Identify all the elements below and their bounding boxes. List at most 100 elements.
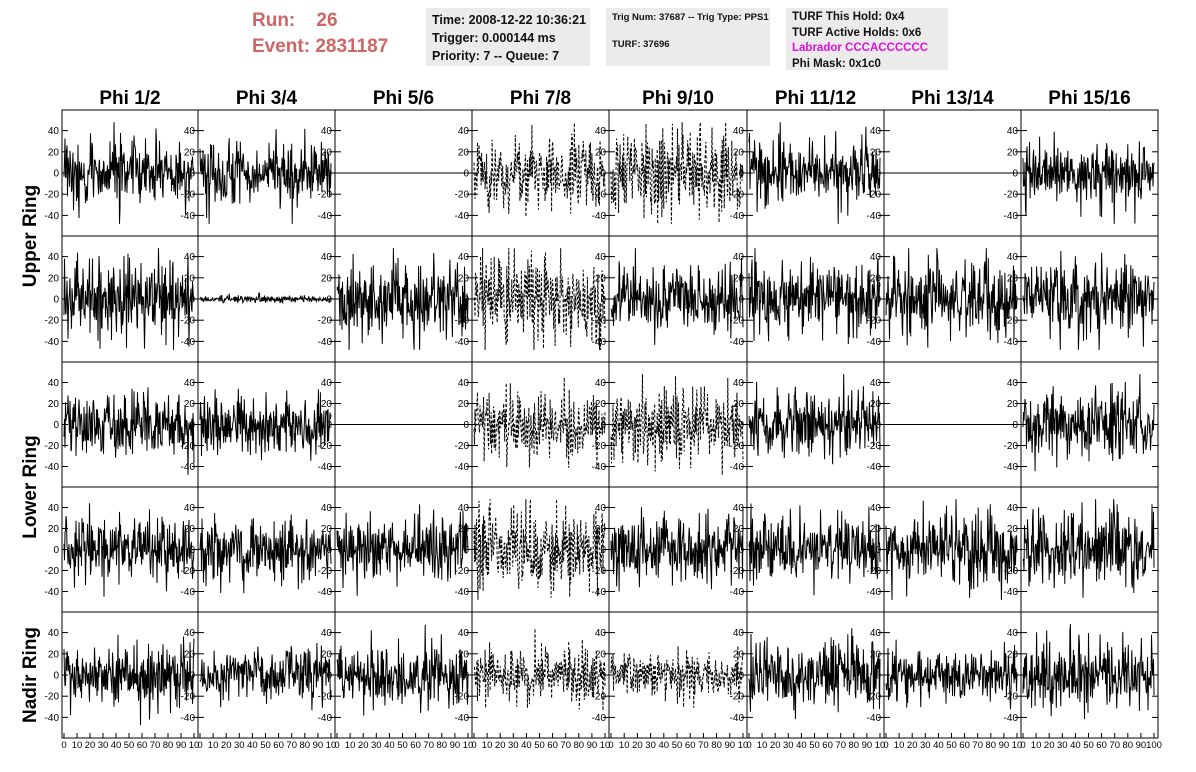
y-tick-label: 0 [53, 420, 59, 431]
waveform-panel: -40 -20 0 20 40 [45, 109, 199, 237]
y-tick-label: 40 [48, 378, 60, 389]
x-tick-label: 10 [1012, 740, 1023, 751]
y-tick-label: 20 [458, 273, 470, 284]
waveform-trace [63, 122, 195, 224]
y-tick-label: -40 [867, 211, 882, 222]
waveform-trace [1022, 374, 1155, 472]
y-tick-label: 40 [48, 126, 60, 137]
y-tick-label: -40 [1004, 713, 1019, 724]
y-tick-label: -40 [730, 211, 745, 222]
y-tick-label: 20 [733, 399, 745, 410]
y-tick-label: -20 [455, 566, 470, 577]
waveform-trace [63, 387, 195, 475]
waveform-panel: -40 -20 0 20 40 [730, 486, 885, 613]
waveform-panel: -40 -20 0 20 40 [1004, 611, 1159, 739]
y-tick-label: 0 [1012, 295, 1018, 306]
waveform-trace [610, 507, 744, 592]
waveform-trace [63, 634, 195, 726]
y-tick-label: 20 [48, 273, 60, 284]
y-tick-label: 40 [870, 126, 882, 137]
y-tick-label: 0 [326, 671, 332, 682]
y-tick-label: 0 [875, 671, 881, 682]
waveform-panel: -40 -20 0 20 40 [455, 361, 610, 488]
y-tick-label: 40 [458, 126, 470, 137]
x-tick-label: 20 [1044, 740, 1055, 751]
y-tick-label: 20 [458, 649, 470, 660]
waveform-panel: -40 -20 0 20 40 [1004, 486, 1159, 613]
y-tick-label: -20 [1004, 692, 1019, 703]
y-tick-label: 20 [321, 524, 333, 535]
x-tick-label: 30 [645, 740, 656, 751]
y-tick-label: 40 [733, 378, 745, 389]
waveform-trace [748, 628, 881, 720]
x-tick-label: 10 [619, 740, 630, 751]
panel-frame [61, 486, 199, 613]
waveform-panel: -40 -20 0 20 40 [318, 361, 473, 488]
y-tick-label: 0 [53, 671, 59, 682]
x-tick-label: 60 [137, 740, 148, 751]
waveform-panel: -40 -20 0 20 40 [730, 109, 885, 237]
event-row: Event: 2831187 [252, 34, 422, 60]
waveform-trace [473, 248, 606, 350]
x-tick-label: 0 [1020, 740, 1025, 751]
y-tick-label: -40 [730, 713, 745, 724]
phi-mask-text: Phi Mask: 0x1c0 [792, 57, 881, 70]
y-tick-label: 0 [463, 545, 469, 556]
y-tick-label: -40 [592, 713, 607, 724]
x-tick-label: 50 [397, 740, 408, 751]
waveform-panel: -40 -20 0 20 40 [181, 361, 336, 488]
y-tick-label: 0 [463, 295, 469, 306]
y-tick-label: -40 [455, 462, 470, 473]
x-tick-label: 50 [1083, 740, 1094, 751]
y-tick-label: -20 [455, 316, 470, 327]
y-tick-label: 0 [738, 420, 744, 431]
y-tick-label: -20 [592, 316, 607, 327]
x-tick-label: 70 [560, 740, 571, 751]
waveform-trace [748, 374, 881, 465]
time-text: Time: 2008-12-22 10:36:21 [432, 13, 587, 27]
time-info-box: Time: 2008-12-22 10:36:21 Trigger: 0.000… [426, 8, 590, 66]
y-tick-label: 0 [1012, 169, 1018, 180]
run-value: 26 [316, 10, 338, 31]
y-tick-label: 40 [321, 378, 333, 389]
x-tick-label: 50 [672, 740, 683, 751]
waveform-trace [1022, 250, 1155, 350]
column-header: Phi 9/10 [642, 88, 714, 109]
y-tick-label: 0 [326, 545, 332, 556]
y-tick-label: -40 [1004, 211, 1019, 222]
waveform-panel: -40 -20 0 20 40 [181, 486, 336, 613]
column-header: Phi 11/12 [775, 88, 856, 109]
y-tick-label: -20 [318, 316, 333, 327]
trigger-text: Trigger: 0.000144 ms [432, 31, 556, 45]
waveform-trace [473, 499, 606, 600]
labrador-text: Labrador CCCACCCCCC [792, 42, 929, 54]
waveform-trace [336, 504, 469, 596]
waveform-trace [610, 374, 744, 475]
y-tick-label: -20 [867, 190, 882, 201]
waveform-trace [199, 512, 332, 594]
y-tick-label: -20 [318, 190, 333, 201]
y-tick-label: 40 [733, 252, 745, 263]
y-tick-label: 40 [733, 628, 745, 639]
waveform-trace [610, 122, 744, 224]
waveform-panel: -40 -20 0 20 40 [592, 235, 748, 363]
y-tick-label: 20 [595, 524, 607, 535]
y-tick-label: 20 [870, 649, 882, 660]
y-tick-label: 40 [1007, 628, 1019, 639]
y-tick-label: 20 [321, 147, 333, 158]
y-tick-label: 0 [189, 420, 195, 431]
waveform-trace [1022, 131, 1155, 224]
y-tick-label: 20 [321, 273, 333, 284]
y-tick-label: 20 [1007, 399, 1019, 410]
x-tick-label: 60 [273, 740, 284, 751]
waveform-trace [748, 503, 881, 596]
x-tick-label: 10 [1031, 740, 1042, 751]
y-tick-label: -40 [592, 587, 607, 598]
y-tick-label: 40 [1007, 252, 1019, 263]
waveform-trace [610, 248, 744, 345]
y-tick-label: 0 [600, 295, 606, 306]
y-tick-label: 0 [1012, 671, 1018, 682]
waveform-panel: -40 -20 0 20 40 [867, 361, 1022, 488]
x-tick-label: 10 [208, 740, 219, 751]
y-tick-label: -20 [318, 566, 333, 577]
